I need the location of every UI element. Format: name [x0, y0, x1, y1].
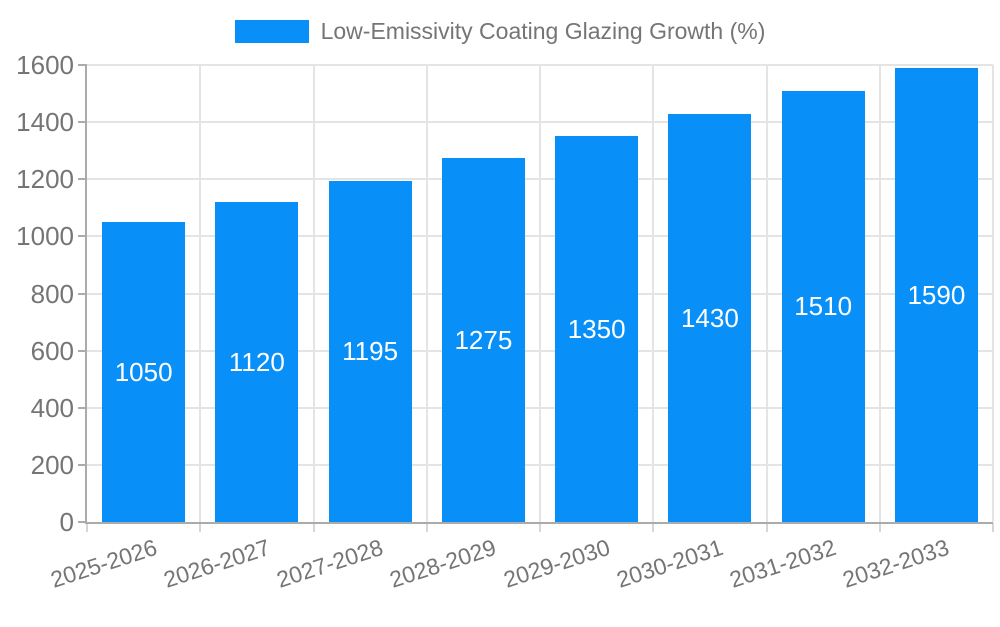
y-tick-label: 400: [30, 392, 74, 423]
bar: [894, 67, 978, 522]
x-axis-tick: [992, 523, 994, 532]
bar-value-label: 1195: [342, 336, 399, 367]
gridline-vertical: [539, 65, 541, 522]
y-tick-label: 800: [30, 278, 74, 309]
bar-value-label: 1275: [454, 324, 513, 355]
bar-chart: Low-Emissivity Coating Glazing Growth (%…: [0, 18, 1000, 593]
legend-label: Low-Emissivity Coating Glazing Growth (%…: [320, 18, 766, 44]
gridline-vertical: [199, 65, 202, 522]
gridline-vertical: [312, 65, 315, 522]
bar-value-label: 1050: [114, 357, 173, 388]
gridline-vertical: [765, 65, 768, 522]
y-axis-tick: [78, 349, 87, 352]
bar-value-label: 1350: [567, 314, 626, 345]
y-axis-tick: [78, 121, 87, 124]
gridline-vertical: [992, 65, 994, 522]
y-tick-label: 200: [30, 449, 74, 480]
gridline-vertical: [425, 65, 428, 522]
y-axis-tick: [78, 64, 87, 66]
x-axis-tick: [652, 523, 655, 532]
legend-color-swatch: [234, 20, 309, 43]
y-axis-tick: [78, 235, 87, 238]
chart-legend: Low-Emissivity Coating Glazing Growth (%…: [0, 18, 1000, 45]
bar: [781, 90, 865, 522]
x-axis-tick: [765, 523, 768, 532]
y-tick-label: 0: [59, 507, 74, 537]
gridline-vertical: [652, 65, 655, 522]
bar-value-label: 1590: [907, 279, 966, 310]
y-tick-label: 1600: [16, 50, 74, 80]
y-tick-label: 1200: [16, 164, 74, 195]
y-tick-label: 1000: [16, 221, 74, 252]
y-axis-tick: [78, 406, 87, 409]
bar: [555, 136, 639, 522]
x-axis-tick: [86, 523, 88, 532]
y-axis-line: [85, 65, 87, 524]
y-axis-tick: [78, 178, 87, 181]
x-axis-line: [87, 522, 993, 524]
bar: [668, 113, 752, 522]
bar: [102, 222, 186, 522]
bar: [441, 157, 525, 522]
bar: [328, 180, 412, 522]
x-axis-tick: [539, 523, 541, 532]
bar-value-label: 1510: [794, 291, 853, 322]
x-axis-tick: [199, 523, 202, 532]
x-axis-tick: [312, 523, 315, 532]
gridline-vertical: [878, 65, 881, 522]
y-axis-tick: [78, 521, 87, 523]
x-axis-tick: [425, 523, 428, 532]
bar: [215, 202, 299, 522]
y-axis-tick: [78, 292, 87, 295]
bar-value-label: 1430: [680, 302, 739, 333]
y-tick-label: 1400: [16, 107, 74, 138]
y-axis-tick: [78, 463, 87, 466]
x-axis-tick: [878, 523, 881, 532]
bar-value-label: 1120: [228, 347, 285, 378]
y-tick-label: 600: [30, 335, 74, 366]
